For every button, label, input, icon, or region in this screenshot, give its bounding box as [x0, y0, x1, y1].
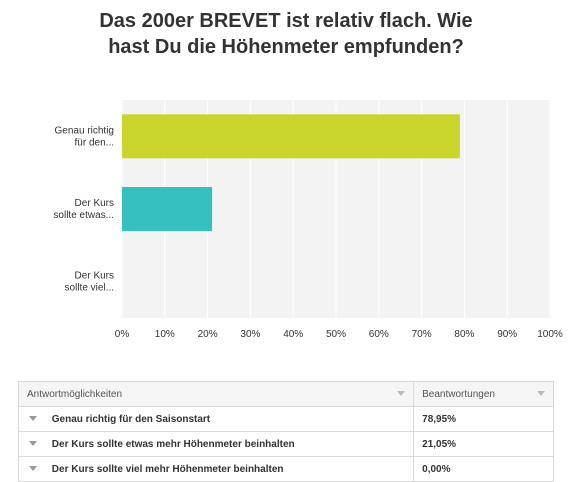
response-value: 78,95%: [413, 406, 554, 432]
x-tick-label: 70%: [412, 329, 432, 340]
category-label: für den...: [75, 137, 114, 148]
chart-title: Das 200er BREVET ist relativ flach. Wie …: [0, 8, 572, 60]
category-label: Der Kurs: [75, 271, 114, 282]
table-header-row: Antwortmöglichkeiten Beantwortungen: [17, 381, 554, 407]
answer-label: Der Kurs sollte etwas mehr Höhenmeter be…: [51, 438, 295, 450]
response-value: 21,05%: [413, 431, 554, 457]
expand-arrow-icon[interactable]: [29, 466, 37, 472]
chart-title-line-2: hast Du die Höhenmeter empfunden?: [108, 36, 464, 58]
expand-arrow-icon[interactable]: [29, 416, 37, 422]
chart-title-line-1: Das 200er BREVET ist relativ flach. Wie: [99, 10, 473, 32]
bar: [122, 114, 460, 159]
x-tick-label: 0%: [115, 329, 130, 340]
x-tick-label: 40%: [283, 329, 303, 340]
category-label: Der Kurs: [75, 198, 114, 209]
x-tick-label: 50%: [326, 329, 346, 340]
table-row: Der Kurs sollte viel mehr Höhenmeter bei…: [17, 456, 554, 482]
answer-cell[interactable]: Der Kurs sollte viel mehr Höhenmeter bei…: [17, 456, 415, 482]
x-tick-label: 80%: [454, 329, 474, 340]
header-answer-options-label: Antwortmöglichkeiten: [27, 388, 123, 400]
response-value: 0,00%: [413, 456, 554, 482]
expand-arrow-icon[interactable]: [29, 441, 37, 447]
answer-cell[interactable]: Genau richtig für den Saisonstart: [17, 406, 415, 432]
category-label: sollte etwas...: [53, 210, 114, 221]
table-row: Der Kurs sollte etwas mehr Höhenmeter be…: [17, 431, 554, 457]
x-tick-label: 90%: [497, 329, 517, 340]
header-responses-label: Beantwortungen: [422, 388, 495, 400]
sort-arrow-icon[interactable]: [397, 391, 406, 396]
x-tick-label: 20%: [198, 329, 218, 340]
x-tick-label: 30%: [240, 329, 260, 340]
category-label: Genau richtig: [55, 125, 114, 136]
header-responses[interactable]: Beantwortungen: [413, 381, 554, 407]
results-table: Antwortmöglichkeiten Beantwortungen Gena…: [17, 381, 554, 482]
x-tick-label: 100%: [537, 329, 563, 340]
sort-arrow-icon[interactable]: [537, 391, 545, 396]
table-row: Genau richtig für den Saisonstart 78,95%: [17, 406, 554, 432]
bar-chart: 0% 10% 20% 30% 40% 50% 60% 70% 80% 90% 100% Genau r…: [53, 100, 563, 340]
x-tick-label: 60%: [369, 329, 389, 340]
x-tick-label: 10%: [155, 329, 175, 340]
category-label: sollte viel...: [65, 283, 114, 294]
answer-cell[interactable]: Der Kurs sollte etwas mehr Höhenmeter be…: [17, 431, 415, 457]
answer-label: Der Kurs sollte viel mehr Höhenmeter bei…: [51, 463, 284, 475]
header-answer-options[interactable]: Antwortmöglichkeiten: [17, 381, 415, 407]
answer-label: Genau richtig für den Saisonstart: [51, 413, 211, 425]
bar: [122, 187, 213, 231]
